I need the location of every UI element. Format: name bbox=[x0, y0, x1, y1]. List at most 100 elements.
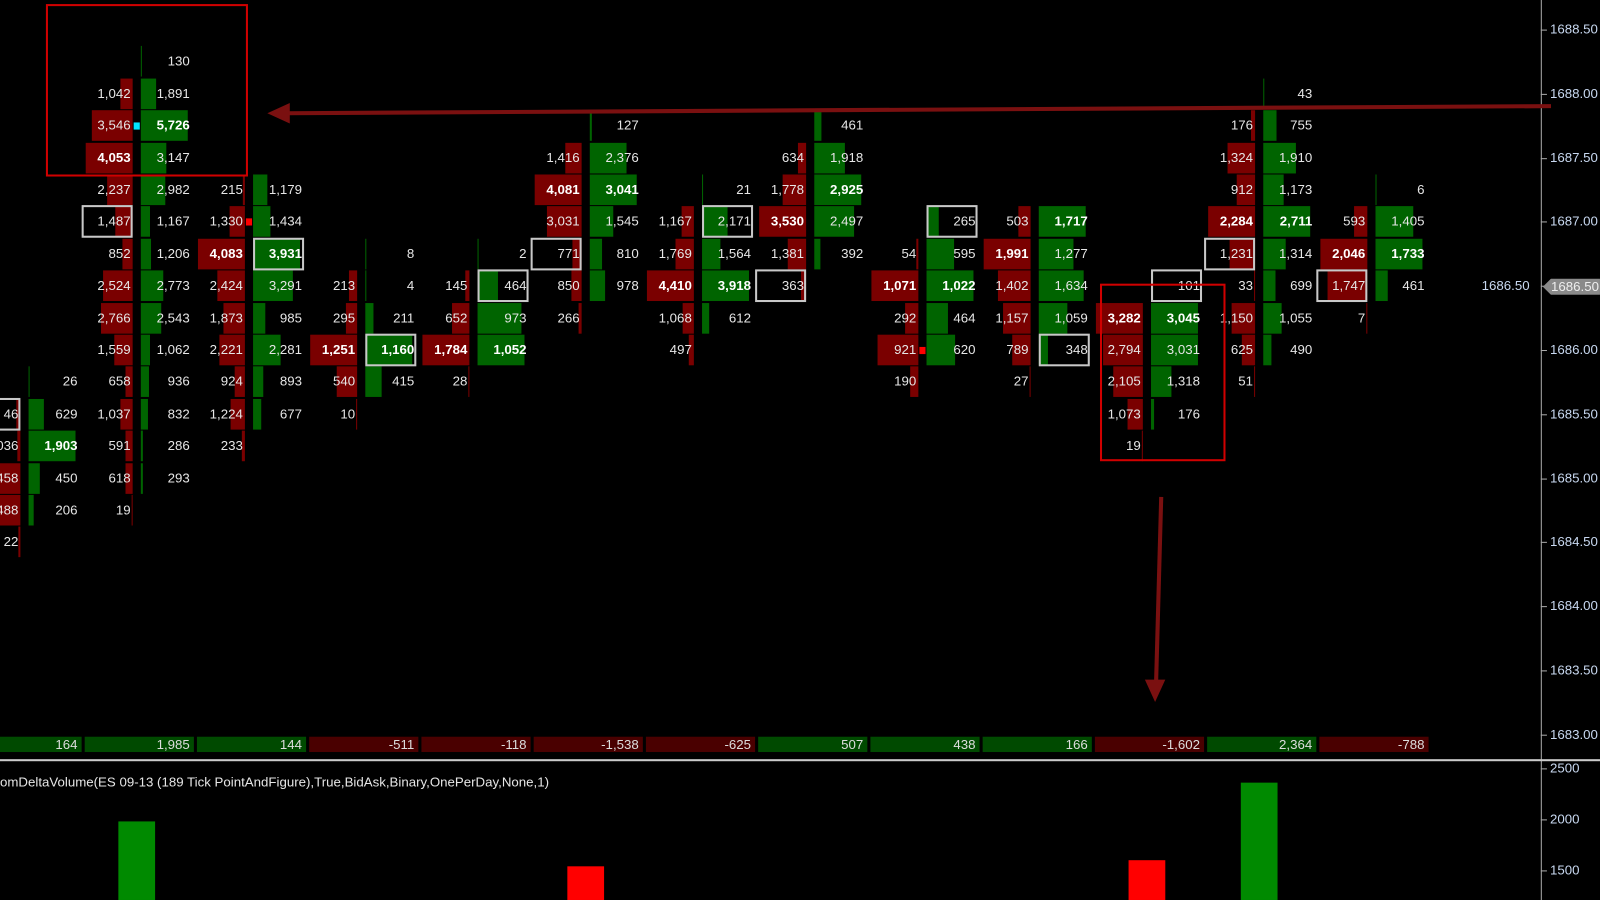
ask-cell[interactable]: 2,925 bbox=[814, 174, 865, 206]
ask-cell[interactable]: 461 bbox=[1375, 270, 1426, 302]
bid-cell[interactable]: 850 bbox=[531, 270, 582, 302]
ask-cell[interactable]: 6 bbox=[1375, 174, 1426, 206]
ask-cell[interactable]: 1,052 bbox=[477, 334, 529, 366]
ask-cell[interactable]: 1,318 bbox=[1151, 366, 1202, 398]
bid-cell[interactable]: 2,237 bbox=[82, 174, 133, 206]
ask-cell[interactable]: 1,634 bbox=[1038, 270, 1090, 302]
ask-cell[interactable]: 629 bbox=[28, 398, 80, 430]
ask-cell[interactable]: 2 bbox=[477, 238, 529, 270]
ask-cell[interactable]: 3,031 bbox=[1151, 334, 1202, 366]
bid-cell[interactable]: 266 bbox=[531, 302, 582, 334]
ask-cell[interactable]: 595 bbox=[926, 238, 978, 270]
bid-cell[interactable]: 1,487 bbox=[82, 206, 133, 238]
bid-cell[interactable]: 625 bbox=[1204, 334, 1256, 366]
bid-cell[interactable]: 1,042 bbox=[82, 78, 133, 109]
bid-cell[interactable]: 921 bbox=[867, 334, 919, 366]
bid-cell[interactable]: 540 bbox=[306, 366, 358, 398]
bid-cell[interactable]: 295 bbox=[306, 302, 358, 334]
bid-cell[interactable]: 2,794 bbox=[1092, 334, 1143, 366]
ask-cell[interactable]: 810 bbox=[589, 238, 641, 270]
ask-cell[interactable]: 1,314 bbox=[1263, 238, 1314, 270]
bid-cell[interactable]: 1,991 bbox=[980, 238, 1031, 270]
ask-cell[interactable]: 2,773 bbox=[140, 270, 192, 302]
bid-cell[interactable]: 1,402 bbox=[980, 270, 1031, 302]
bid-cell[interactable]: 2,284 bbox=[1204, 206, 1256, 238]
bid-cell[interactable]: 618 bbox=[82, 462, 133, 494]
bid-cell[interactable]: 27 bbox=[980, 366, 1031, 398]
ask-cell[interactable]: 464 bbox=[477, 270, 529, 302]
ask-cell[interactable]: 1,277 bbox=[1038, 238, 1090, 270]
bid-cell[interactable]: 634 bbox=[755, 142, 807, 174]
ask-cell[interactable]: 490 bbox=[1263, 334, 1314, 366]
ask-cell[interactable]: 936 bbox=[140, 366, 192, 398]
bid-cell[interactable]: 924 bbox=[194, 366, 245, 398]
bid-cell[interactable]: 22 bbox=[0, 526, 21, 558]
ask-cell[interactable]: 1,022 bbox=[926, 270, 978, 302]
bid-cell[interactable]: 363 bbox=[755, 270, 807, 302]
bid-cell[interactable]: 1,559 bbox=[82, 334, 133, 366]
bid-cell[interactable]: 658 bbox=[82, 366, 133, 398]
ask-cell[interactable]: 1,564 bbox=[702, 238, 753, 270]
ask-cell[interactable]: 893 bbox=[253, 366, 304, 398]
ask-cell[interactable]: 1,903 bbox=[28, 430, 80, 462]
bid-cell[interactable]: 503 bbox=[980, 206, 1031, 238]
ask-cell[interactable]: 3,041 bbox=[589, 174, 641, 206]
bid-cell[interactable]: 1,037 bbox=[82, 398, 133, 430]
bid-cell[interactable]: 1,416 bbox=[531, 142, 582, 174]
ask-cell[interactable]: 127 bbox=[589, 110, 641, 142]
bid-cell[interactable]: 3,530 bbox=[755, 206, 807, 238]
bid-cell[interactable]: 789 bbox=[980, 334, 1031, 366]
bid-cell[interactable]: 1,073 bbox=[1092, 398, 1143, 430]
bid-cell[interactable]: 591 bbox=[82, 430, 133, 462]
bid-cell[interactable]: 2,766 bbox=[82, 302, 133, 334]
bid-cell[interactable]: 912 bbox=[1204, 174, 1256, 206]
bid-cell[interactable]: 2,524 bbox=[82, 270, 133, 302]
bid-cell[interactable]: 1,251 bbox=[306, 334, 358, 366]
ask-cell[interactable]: 21 bbox=[702, 174, 753, 206]
ask-cell[interactable]: 755 bbox=[1263, 110, 1314, 142]
bid-cell[interactable]: 488 bbox=[0, 494, 21, 526]
ask-cell[interactable]: 293 bbox=[140, 462, 192, 494]
bid-cell[interactable]: 1,150 bbox=[1204, 302, 1256, 334]
ask-cell[interactable]: 3,147 bbox=[140, 142, 192, 174]
ask-cell[interactable]: 1,545 bbox=[589, 206, 641, 238]
bid-cell[interactable]: 10 bbox=[306, 398, 358, 430]
bid-cell[interactable]: 1,381 bbox=[755, 238, 807, 270]
ask-cell[interactable]: 5,726 bbox=[140, 110, 192, 142]
ask-cell[interactable]: 392 bbox=[814, 238, 865, 270]
ask-cell[interactable]: 677 bbox=[253, 398, 304, 430]
bid-cell[interactable]: 46 bbox=[0, 398, 21, 430]
bid-cell[interactable]: 19 bbox=[1092, 430, 1143, 462]
bid-cell[interactable]: 213 bbox=[306, 270, 358, 302]
ask-cell[interactable]: 2,982 bbox=[140, 174, 192, 206]
ask-cell[interactable]: 1,918 bbox=[814, 142, 865, 174]
ask-cell[interactable]: 1,891 bbox=[140, 78, 192, 109]
bid-cell[interactable]: 852 bbox=[82, 238, 133, 270]
ask-cell[interactable]: 415 bbox=[365, 366, 416, 398]
ask-cell[interactable]: 1,179 bbox=[253, 174, 304, 206]
panel-separator[interactable] bbox=[0, 759, 1600, 762]
ask-cell[interactable]: 464 bbox=[926, 302, 978, 334]
ask-cell[interactable]: 2,171 bbox=[702, 206, 753, 238]
bid-cell[interactable]: 771 bbox=[531, 238, 582, 270]
bid-cell[interactable]: 652 bbox=[418, 302, 470, 334]
ask-cell[interactable]: 1,062 bbox=[140, 334, 192, 366]
bid-cell[interactable]: 4,081 bbox=[531, 174, 582, 206]
ask-cell[interactable]: 620 bbox=[926, 334, 978, 366]
ask-cell[interactable]: 2,281 bbox=[253, 334, 304, 366]
ask-cell[interactable]: 985 bbox=[253, 302, 304, 334]
bid-cell[interactable]: 593 bbox=[1316, 206, 1368, 238]
ask-cell[interactable]: 1,167 bbox=[140, 206, 192, 238]
ask-cell[interactable]: 8 bbox=[365, 238, 416, 270]
bid-cell[interactable]: 1,769 bbox=[643, 238, 694, 270]
ask-cell[interactable]: 286 bbox=[140, 430, 192, 462]
ask-cell[interactable]: 3,045 bbox=[1151, 302, 1202, 334]
ask-cell[interactable]: 3,291 bbox=[253, 270, 304, 302]
ask-cell[interactable]: 612 bbox=[702, 302, 753, 334]
bid-cell[interactable]: 1,330 bbox=[194, 206, 245, 238]
ask-cell[interactable]: 450 bbox=[28, 462, 80, 494]
bid-cell[interactable]: 145 bbox=[418, 270, 470, 302]
bid-cell[interactable]: 233 bbox=[194, 430, 245, 462]
ask-cell[interactable]: 1,434 bbox=[253, 206, 304, 238]
